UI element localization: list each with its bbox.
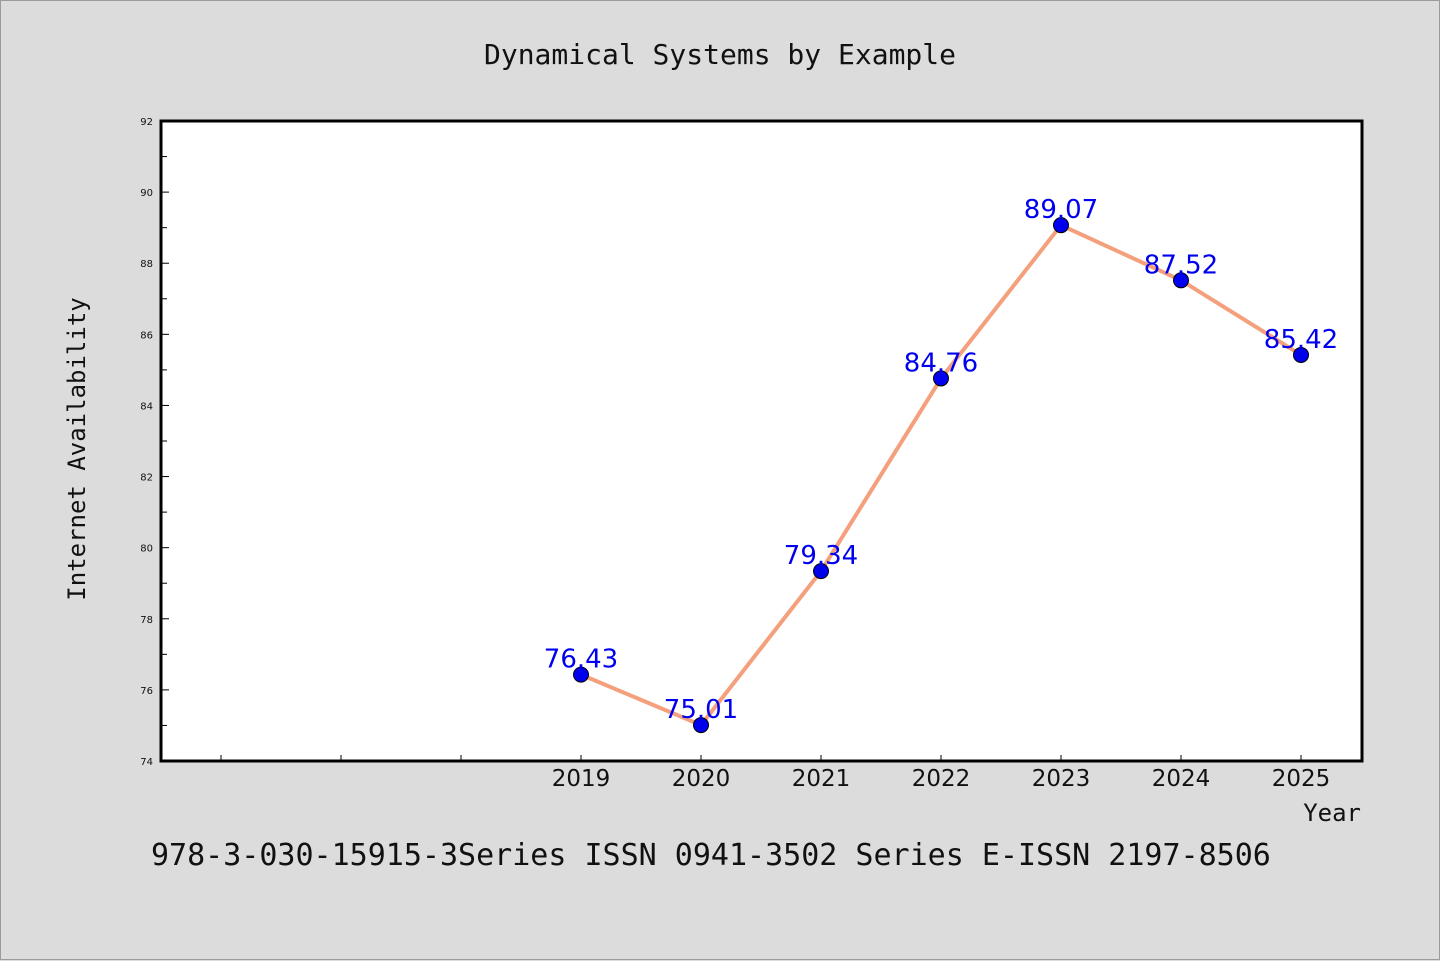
data-label: 76.43	[544, 645, 618, 675]
data-point-marker	[693, 717, 709, 734]
data-label: 89.07	[1024, 195, 1098, 225]
plot-border	[159, 119, 1364, 763]
y-tick-label: 88	[140, 259, 153, 270]
data-label: 85.42	[1264, 325, 1338, 355]
data-point-marker	[1293, 346, 1309, 363]
x-tick-label: 2023	[1032, 766, 1091, 792]
data-label: 75.01	[664, 695, 738, 725]
y-tick-label: 92	[140, 117, 153, 128]
data-point-marker	[573, 666, 589, 683]
footer-isbn-text: 978-3-030-15915-3Series ISSN 0941-3502 S…	[151, 838, 1271, 873]
y-tick-label: 86	[140, 330, 153, 341]
y-tick-label: 84	[140, 401, 153, 412]
data-label: 79.34	[784, 541, 858, 571]
x-tick-label: 2020	[672, 766, 731, 792]
y-axis-label: Internet Availability	[63, 297, 91, 600]
data-point-marker	[1053, 217, 1069, 234]
x-tick-label: 2019	[552, 766, 611, 792]
data-label: 87.52	[1144, 250, 1218, 280]
x-tick-label: 2021	[792, 766, 851, 792]
y-tick-label: 90	[140, 188, 153, 199]
y-tick-label: 82	[140, 473, 153, 484]
data-point-marker	[813, 563, 829, 580]
y-tick-label: 76	[140, 686, 153, 697]
data-label: 84.76	[904, 348, 978, 378]
y-tick-label: 74	[140, 757, 153, 768]
y-tick-label: 80	[140, 544, 153, 555]
data-point-marker	[933, 370, 949, 387]
x-tick-label: 2022	[912, 766, 971, 792]
y-tick-label: 78	[140, 615, 153, 626]
x-axis-label: Year	[1303, 799, 1361, 827]
chart-title: Dynamical Systems by Example	[484, 38, 956, 71]
x-tick-label: 2024	[1152, 766, 1211, 792]
plot-area	[161, 121, 1362, 761]
data-point-marker	[1173, 272, 1189, 289]
x-tick-label: 2025	[1272, 766, 1331, 792]
